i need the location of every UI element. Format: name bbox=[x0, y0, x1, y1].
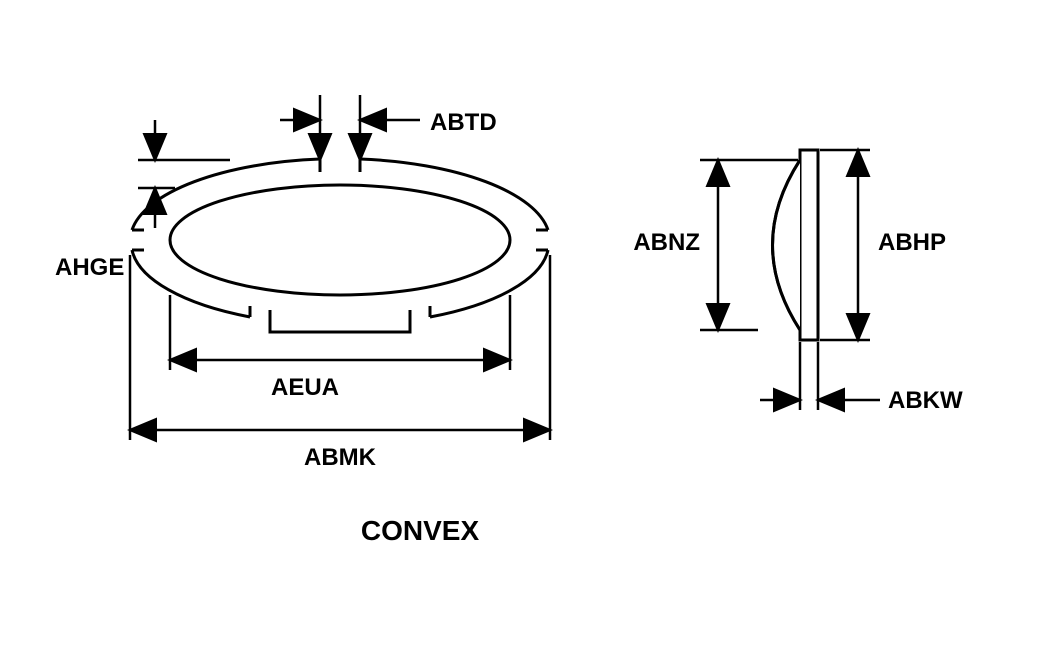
label-aeua: AEUA bbox=[271, 374, 339, 401]
label-abnz: ABNZ bbox=[633, 229, 700, 256]
dim-abmk bbox=[130, 255, 550, 440]
dim-abkw bbox=[760, 342, 880, 410]
label-abtd: ABTD bbox=[430, 109, 497, 136]
label-ahge: AHGE bbox=[55, 254, 124, 281]
label-abmk: ABMK bbox=[304, 444, 377, 471]
diagram-title: CONVEX bbox=[361, 515, 480, 546]
front-view bbox=[132, 159, 548, 332]
diagram-canvas: ABTD AHGE AEUA ABMK ABNZ ABHP bbox=[0, 0, 1038, 646]
label-abhp: ABHP bbox=[878, 229, 946, 256]
label-abkw: ABKW bbox=[888, 387, 963, 414]
dim-abtd bbox=[280, 95, 420, 158]
dim-abhp bbox=[820, 150, 870, 340]
side-view bbox=[773, 150, 819, 340]
